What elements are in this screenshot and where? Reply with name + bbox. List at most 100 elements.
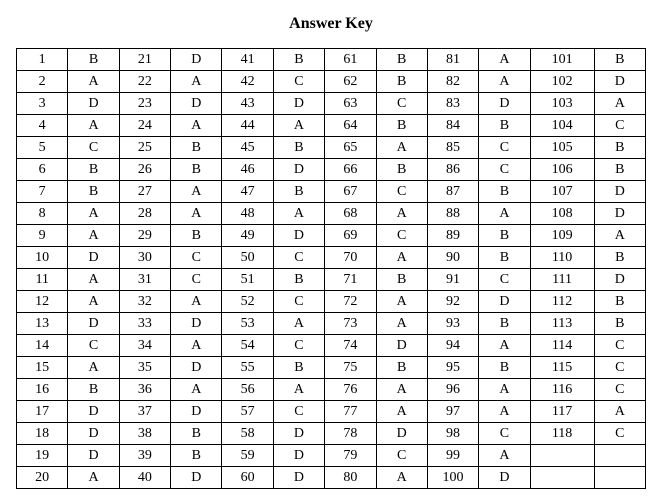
question-number: 90 [427,247,478,269]
answer-letter: C [479,137,530,159]
table-row: 9A29B49D69C89B109A [17,225,646,247]
answer-letter: A [68,71,119,93]
answer-letter: B [479,357,530,379]
answer-letter: A [68,225,119,247]
table-row: 7B27A47B67C87B107D [17,181,646,203]
question-number: 69 [325,225,376,247]
answer-letter: D [171,357,222,379]
answer-letter: B [171,445,222,467]
answer-letter: B [273,357,324,379]
answer-letter: C [479,269,530,291]
answer-letter: D [273,93,324,115]
question-number: 49 [222,225,273,247]
table-row: 14C34A54C74D94A114C [17,335,646,357]
question-number: 59 [222,445,273,467]
question-number: 61 [325,49,376,71]
question-number: 55 [222,357,273,379]
question-number: 96 [427,379,478,401]
question-number: 39 [119,445,170,467]
question-number: 20 [17,467,68,489]
question-number: 33 [119,313,170,335]
answer-letter: A [68,467,119,489]
answer-letter: B [376,71,427,93]
answer-letter: D [594,203,645,225]
question-number: 36 [119,379,170,401]
answer-letter: A [594,93,645,115]
question-number: 86 [427,159,478,181]
question-number: 73 [325,313,376,335]
answer-letter: C [479,423,530,445]
answer-letter: A [376,401,427,423]
answer-letter: C [479,159,530,181]
answer-letter: A [376,291,427,313]
answer-letter: B [376,269,427,291]
answer-letter: C [376,445,427,467]
question-number: 67 [325,181,376,203]
answer-letter: D [68,247,119,269]
table-row: 1B21D41B61B81A101B [17,49,646,71]
answer-letter: D [171,93,222,115]
answer-letter: D [68,423,119,445]
question-number: 42 [222,71,273,93]
question-number: 87 [427,181,478,203]
answer-letter: B [171,159,222,181]
table-row: 12A32A52C72A92D112B [17,291,646,313]
question-number: 85 [427,137,478,159]
answer-letter: D [68,313,119,335]
answer-letter: B [68,49,119,71]
question-number: 28 [119,203,170,225]
answer-letter: D [479,291,530,313]
question-number: 47 [222,181,273,203]
question-number: 62 [325,71,376,93]
answer-letter: B [479,115,530,137]
answer-letter: A [273,203,324,225]
question-number: 98 [427,423,478,445]
question-number: 105 [530,137,594,159]
question-number: 107 [530,181,594,203]
question-number: 2 [17,71,68,93]
question-number: 23 [119,93,170,115]
question-number: 9 [17,225,68,247]
answer-letter: D [479,93,530,115]
table-row: 19D39B59D79C99A [17,445,646,467]
question-number: 15 [17,357,68,379]
question-number: 31 [119,269,170,291]
answer-letter: C [68,137,119,159]
answer-letter: B [68,181,119,203]
question-number: 72 [325,291,376,313]
question-number: 74 [325,335,376,357]
answer-letter: B [376,357,427,379]
question-number: 27 [119,181,170,203]
question-number: 16 [17,379,68,401]
question-number: 43 [222,93,273,115]
answer-letter: D [68,93,119,115]
question-number: 66 [325,159,376,181]
answer-letter: D [68,401,119,423]
question-number: 35 [119,357,170,379]
answer-letter: B [68,159,119,181]
answer-letter: B [273,269,324,291]
question-number: 8 [17,203,68,225]
question-number: 56 [222,379,273,401]
answer-letter: D [376,335,427,357]
question-number: 37 [119,401,170,423]
answer-letter: C [376,225,427,247]
answer-letter: A [376,247,427,269]
question-number: 4 [17,115,68,137]
question-number: 84 [427,115,478,137]
answer-letter: C [68,335,119,357]
question-number: 75 [325,357,376,379]
question-number: 106 [530,159,594,181]
table-row: 3D23D43D63C83D103A [17,93,646,115]
question-number: 10 [17,247,68,269]
answer-letter: D [479,467,530,489]
answer-letter: C [594,357,645,379]
question-number: 76 [325,379,376,401]
question-number: 70 [325,247,376,269]
question-number: 111 [530,269,594,291]
question-number: 103 [530,93,594,115]
question-number: 77 [325,401,376,423]
question-number: 38 [119,423,170,445]
answer-key-table: 1B21D41B61B81A101B2A22A42C62B82A102D3D23… [16,48,646,489]
answer-letter: C [594,335,645,357]
